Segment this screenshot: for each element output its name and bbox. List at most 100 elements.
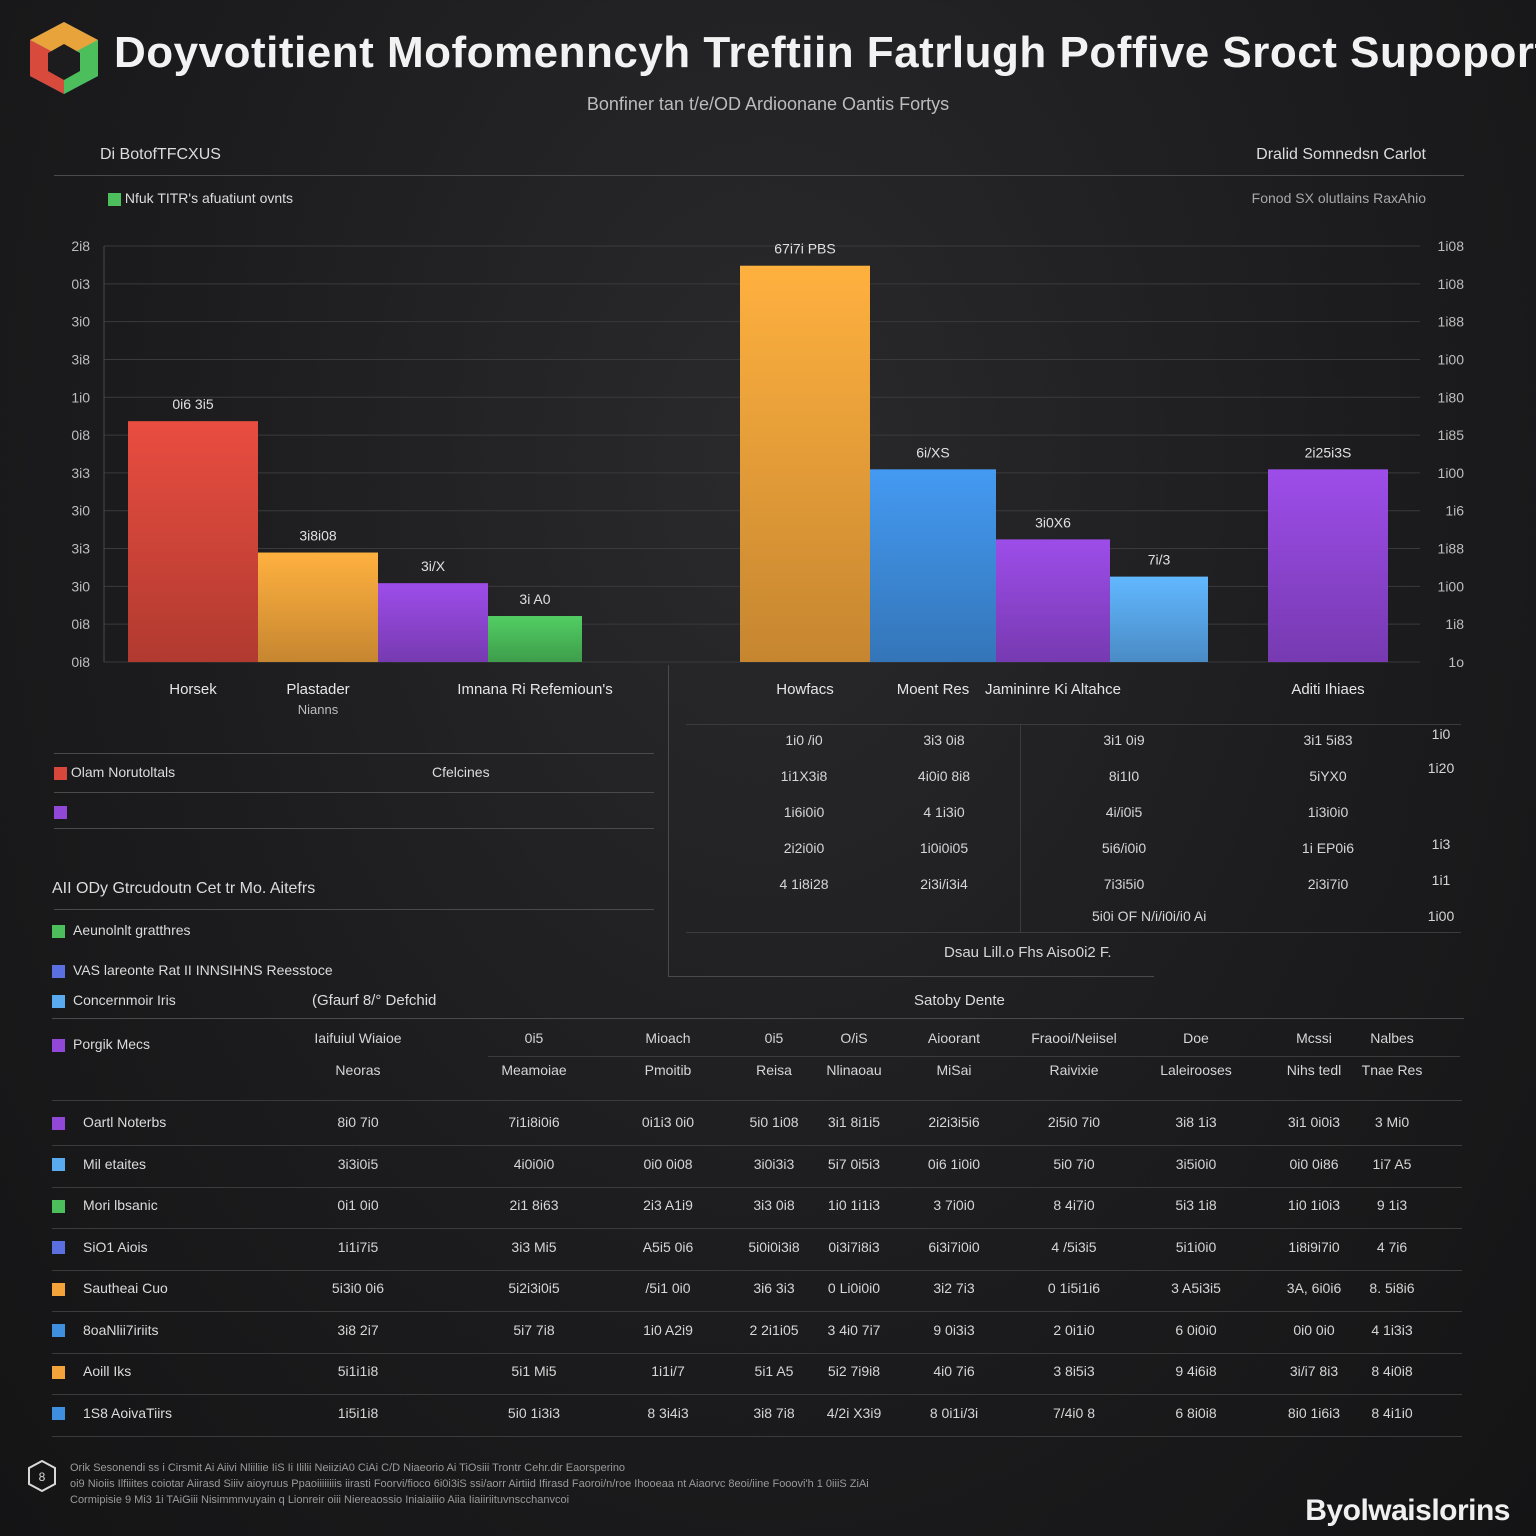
bar — [870, 469, 996, 662]
table-divider — [488, 1056, 1460, 1057]
table-header-cell: Mcssi — [1296, 1030, 1332, 1046]
table-cell: 5i1i1i8 — [337, 1363, 379, 1379]
table-row-divider — [52, 1311, 1462, 1312]
table-subheader-cell: Nihs tedl — [1286, 1062, 1342, 1078]
x-tick-label: Howfacs — [776, 681, 834, 698]
table-cell: 0i1 0i0 — [337, 1197, 379, 1213]
table-cell: 0i0 0i86 — [1289, 1155, 1339, 1172]
mini-table-note: 5i0i OF N/i/i0i/i0 Ai — [1092, 908, 1207, 924]
table-cell: A5i5 0i6 — [642, 1238, 694, 1255]
table-cell: 8. 5i8i6 — [1369, 1280, 1415, 1296]
table-cell: 3i/i7 8i3 — [1289, 1363, 1339, 1379]
table-cell: 0i1i3 0i0 — [641, 1114, 695, 1130]
section-legend-item: Concernmoir Iris — [52, 992, 176, 1008]
bar-value-label: 67i7i PBS — [774, 241, 835, 257]
table-cell: 3 A5i3i5 — [1171, 1280, 1221, 1296]
mini-table-divider — [1020, 724, 1021, 932]
x-tick-label: Horsek — [169, 681, 217, 698]
table-cell: 6i3i7i0i0 — [928, 1238, 980, 1255]
row-label-text: Mil etaites — [83, 1155, 147, 1172]
x-tick-label: Plastader — [286, 681, 349, 698]
table-cell: 1i7 A5 — [1372, 1155, 1412, 1172]
table-cell: 5i1 A5 — [754, 1363, 794, 1379]
table-subheader-cell: Raivixie — [1049, 1062, 1099, 1078]
table-cell: 3A, 6i0i6 — [1286, 1280, 1342, 1296]
table-cell: 3i3 0i8 — [753, 1197, 795, 1213]
table-cell: 0i6 1i0i0 — [927, 1155, 981, 1172]
table-row-divider — [52, 1145, 1462, 1146]
table-cell: 2i5i0 7i0 — [1047, 1114, 1101, 1130]
table-row-label: Mori lbsanic — [52, 1197, 158, 1213]
table-cell: 5i0 7i0 — [1053, 1155, 1095, 1172]
mini-table-tick: 1i0 — [1431, 726, 1451, 742]
bar-value-label: 3i8i08 — [299, 528, 337, 544]
table-cell: 3i8 7i8 — [753, 1404, 795, 1421]
table-row-divider — [52, 1352, 1462, 1354]
mini-table-cell: 4 1i8i28 — [779, 876, 829, 892]
table-header-cell: Mioach — [645, 1030, 691, 1046]
bar-value-label: 0i6 3i5 — [172, 396, 213, 412]
table-cell: 4 1i3i3 — [1371, 1321, 1413, 1338]
y2-tick-label: 1i8 — [1445, 616, 1464, 632]
bar-value-label: 3i A0 — [519, 591, 550, 607]
table-cell: 9 0i3i3 — [933, 1321, 975, 1338]
table-cell: 1i1i/7 — [651, 1363, 685, 1379]
y-tick-label: 2i8 — [71, 238, 90, 254]
table-cell: 3i8 1i3 — [1175, 1114, 1217, 1130]
legend-item-label: Olam Norutoltals — [70, 764, 176, 780]
table-cell: 3i6 3i3 — [753, 1280, 795, 1296]
table-cell: 2i2i3i5i6 — [928, 1114, 980, 1130]
mini-table-cell: 2i3i/i3i4 — [920, 876, 968, 892]
table-row-label: Aoill Iks — [52, 1363, 131, 1379]
table-cell: 4 /5i3i5 — [1051, 1238, 1097, 1255]
mini-table-cell: 2i3i7i0 — [1307, 876, 1349, 892]
bar-value-label: 3i0X6 — [1035, 514, 1071, 530]
table-cell: 5i0 1i3i3 — [507, 1404, 561, 1421]
table-cell: 4i0 7i6 — [933, 1363, 975, 1379]
table-cell: 1i5i1i8 — [337, 1404, 379, 1421]
row-label-text: Aoill Iks — [83, 1363, 132, 1379]
table-group-left: (Gfaurf 8/° Defchid — [312, 992, 437, 1009]
mini-table-cell: 3i1 5i83 — [1303, 732, 1353, 748]
y2-tick-label: 1i00 — [1438, 351, 1465, 367]
table-subheader-cell: MiSai — [936, 1062, 972, 1078]
table-cell: 5i3 1i8 — [1175, 1197, 1217, 1213]
row-color-swatch — [52, 1407, 65, 1421]
table-subheader-cell: Meamoiae — [501, 1062, 567, 1078]
mini-table-tick: 1i20 — [1427, 760, 1455, 776]
y2-tick-label: 1i88 — [1438, 541, 1465, 557]
table-cell: 3 7i0i0 — [933, 1197, 975, 1213]
y-tick-label: 0i8 — [71, 616, 90, 632]
table-header-cell: 0i5 — [524, 1030, 544, 1046]
table-cell: 3 Mi0 — [1374, 1114, 1410, 1130]
x-tick-label: Moent Res — [897, 681, 970, 698]
legend-swatch — [54, 805, 67, 819]
row-color-swatch — [52, 1282, 65, 1296]
table-subheader-cell: Tnae Res — [1361, 1062, 1423, 1078]
mini-table-cell: 7i3i5i0 — [1103, 876, 1145, 892]
y-tick-label: 3i8 — [71, 351, 90, 367]
y-tick-label: 0i8 — [71, 654, 90, 670]
bar — [1268, 469, 1388, 662]
y2-tick-label: 1i00 — [1438, 578, 1465, 594]
legend-swatch — [52, 924, 65, 938]
table-cell: 5i0 1i08 — [749, 1114, 799, 1130]
section-legend-item: VAS lareonte Rat II INNSIHNS Reesstoce — [52, 962, 333, 978]
row-color-swatch — [52, 1324, 65, 1338]
table-subheader-cell: Nlinaoau — [826, 1062, 882, 1078]
mini-table-divider — [686, 932, 1461, 933]
table-cell: 4i0i0i0 — [513, 1155, 555, 1172]
table-cell: 5i0i0i3i8 — [748, 1238, 800, 1255]
y2-tick-label: 1i88 — [1438, 314, 1465, 330]
mini-table-cell: 1i0i0i05 — [919, 840, 969, 856]
table-cell: 3i3i0i5 — [337, 1155, 379, 1172]
y-tick-label: 0i3 — [71, 276, 90, 292]
mini-table-cell: 1i0 /i0 — [785, 732, 823, 748]
table-cell: 5i7 0i5i3 — [827, 1155, 881, 1172]
svg-text:8: 8 — [39, 1470, 46, 1484]
row-label-text: Oartl Noterbs — [83, 1114, 167, 1130]
row-color-swatch — [52, 1241, 65, 1255]
x-tick-label: Nianns — [298, 702, 339, 717]
mini-table-tick: 1i00 — [1427, 908, 1455, 924]
table-cell: 2i3 A1i9 — [643, 1197, 693, 1213]
